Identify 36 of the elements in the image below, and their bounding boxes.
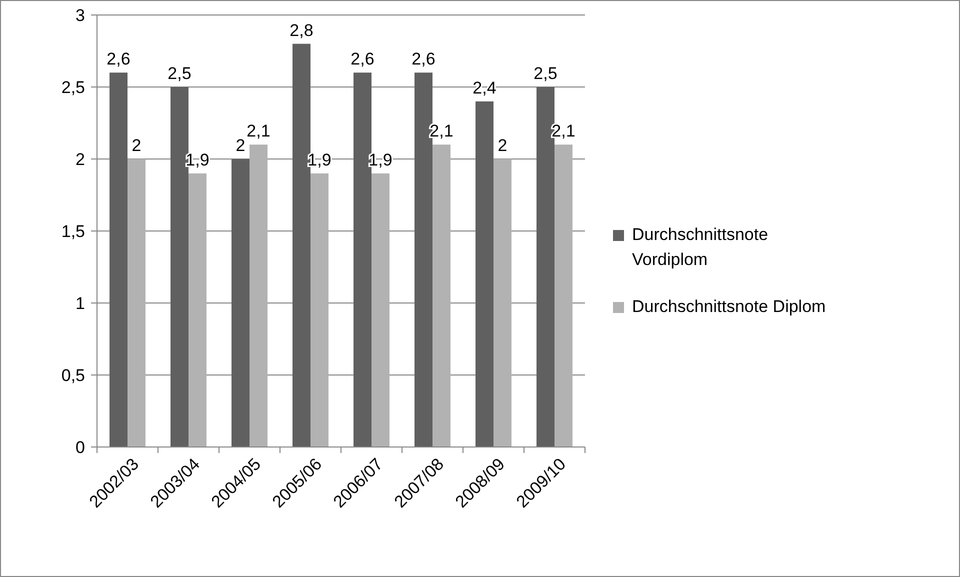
bar — [476, 101, 494, 447]
bar — [128, 159, 146, 447]
y-tick-label: 0,5 — [61, 366, 85, 385]
y-tick-label: 1 — [76, 294, 85, 313]
bar — [432, 144, 450, 447]
data-label: 2,6 — [106, 50, 130, 69]
data-label: 2,6 — [350, 50, 374, 69]
bar — [250, 144, 268, 447]
bar — [354, 72, 372, 447]
legend-label: Durchschnittsnote Diplom — [632, 297, 826, 316]
bar — [554, 144, 572, 447]
bar — [310, 173, 328, 447]
data-label: 2,8 — [290, 20, 314, 40]
data-label: 2 — [132, 136, 142, 155]
y-tick-label: 1,5 — [61, 222, 85, 241]
bar — [232, 159, 250, 447]
bar — [292, 44, 310, 447]
data-label: 2,6 — [412, 50, 436, 69]
data-label: 2 — [236, 136, 246, 155]
y-tick-label: 3 — [76, 6, 85, 25]
bar — [414, 72, 432, 447]
y-tick-label: 2,5 — [61, 78, 85, 97]
data-label: 2,5 — [534, 64, 558, 83]
bar — [170, 87, 188, 447]
bar — [110, 72, 128, 447]
y-tick-label: 2 — [76, 150, 85, 169]
y-tick-label: 0 — [76, 438, 85, 457]
bar — [536, 87, 554, 447]
data-label: 2 — [498, 136, 508, 155]
bar — [494, 159, 512, 447]
data-label: 2,1 — [246, 122, 270, 141]
bar — [372, 173, 390, 447]
data-label: 2,5 — [168, 64, 192, 83]
bar — [188, 173, 206, 447]
legend-label: Durchschnittsnote Vordiplom — [632, 225, 768, 269]
data-label: 2,4 — [472, 78, 496, 98]
